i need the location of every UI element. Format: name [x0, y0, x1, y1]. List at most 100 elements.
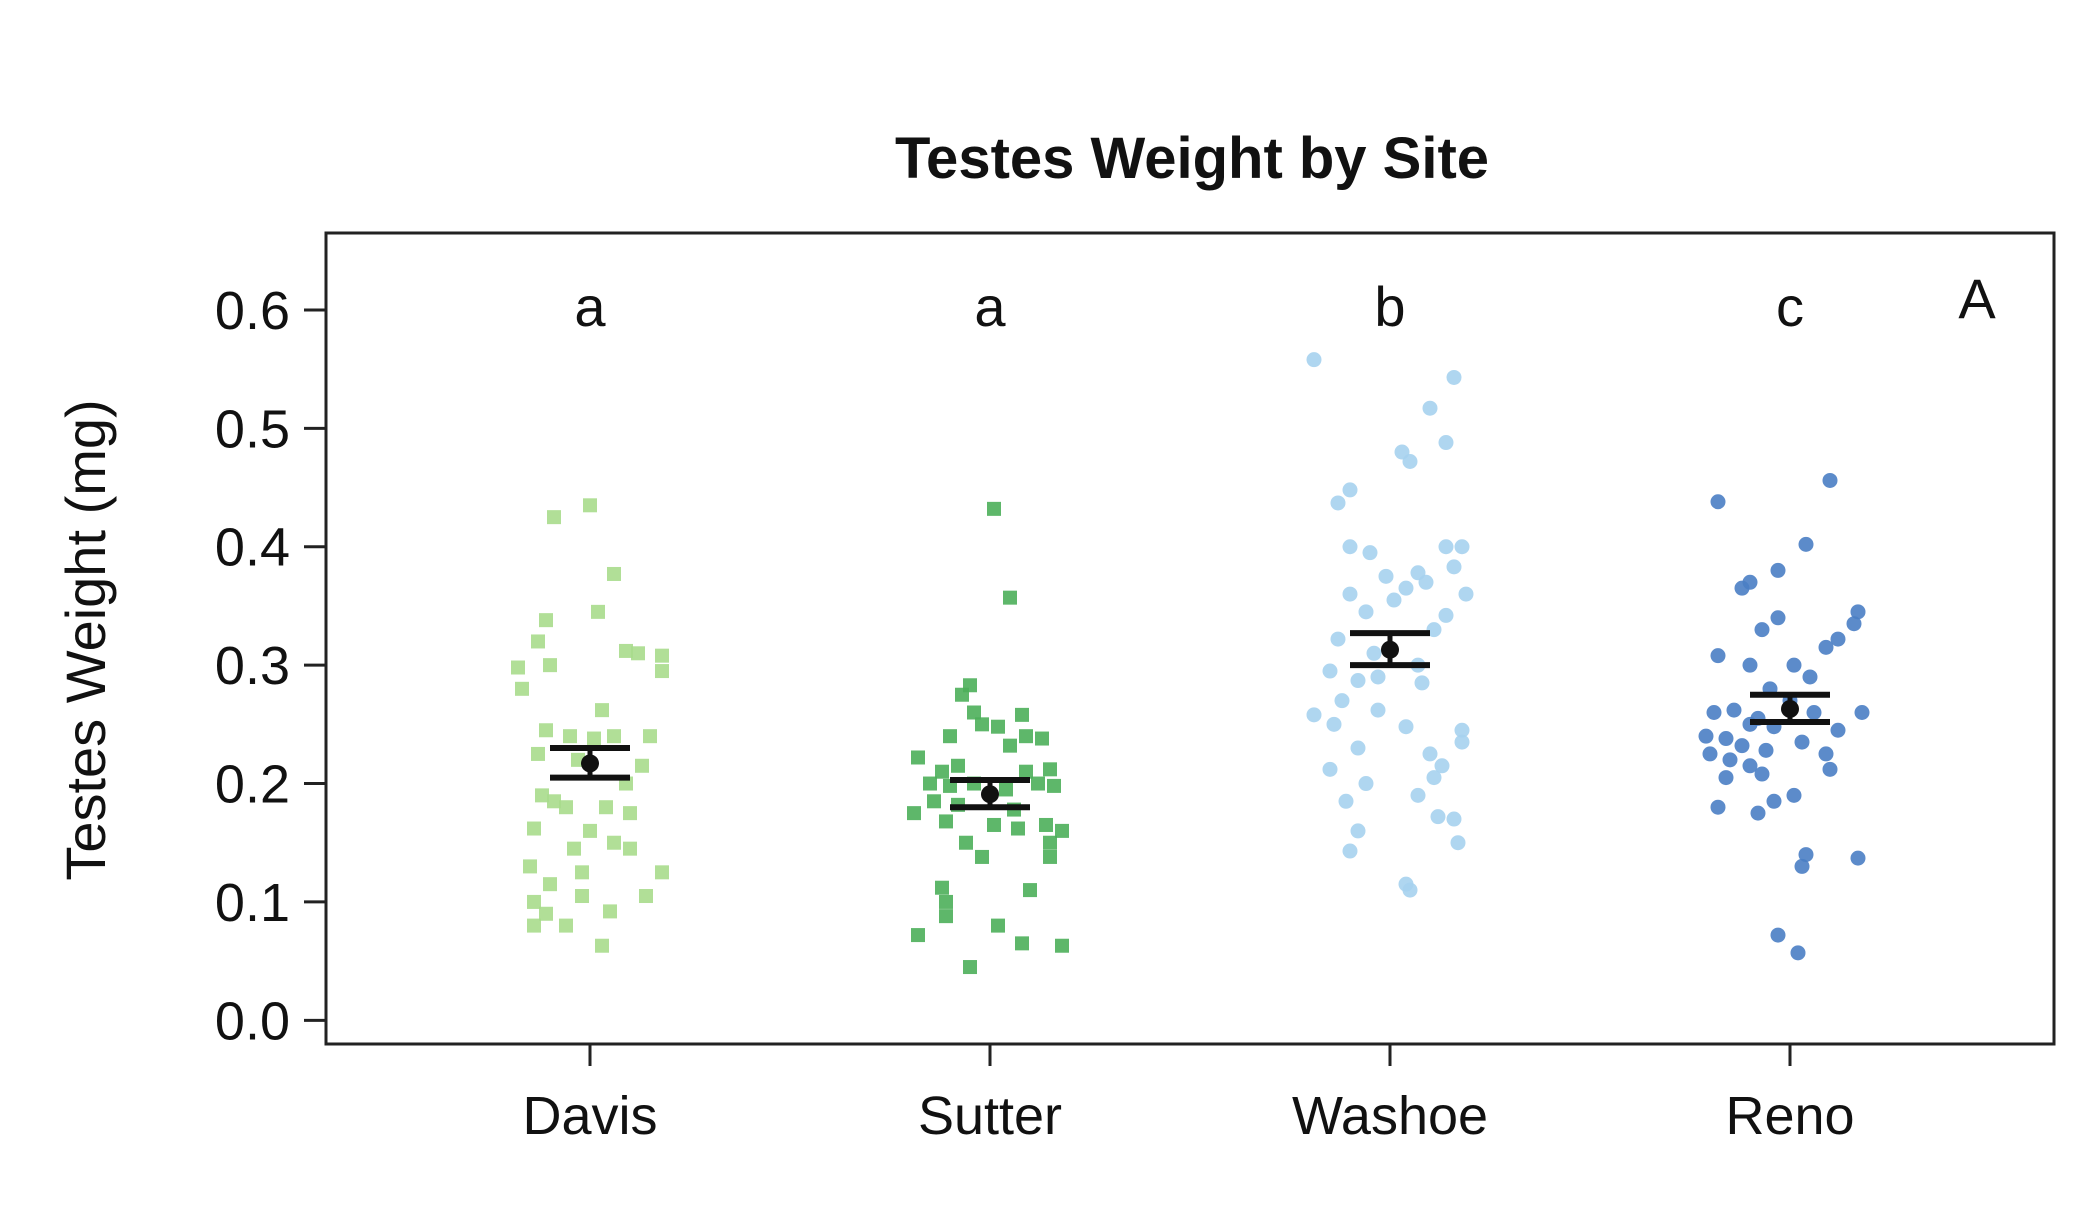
data-point	[935, 764, 949, 779]
data-point	[1035, 731, 1049, 746]
data-point	[603, 904, 617, 919]
data-point	[1438, 607, 1454, 623]
x-tick-label: Davis	[522, 1086, 657, 1146]
data-point	[1370, 702, 1386, 718]
data-point	[607, 566, 621, 581]
group-letter: b	[1374, 275, 1405, 338]
data-point	[963, 960, 977, 975]
data-point	[1718, 731, 1734, 747]
data-point	[1342, 482, 1358, 498]
data-point	[935, 880, 949, 895]
data-point	[1742, 758, 1758, 774]
data-point	[987, 817, 1001, 832]
data-point	[639, 889, 653, 904]
data-point	[1039, 817, 1053, 832]
data-point	[643, 729, 657, 744]
data-point	[607, 835, 621, 850]
mean-point	[1381, 640, 1399, 659]
data-point	[595, 938, 609, 953]
mean-point	[581, 754, 599, 773]
data-point	[547, 510, 561, 525]
data-point	[1794, 858, 1810, 874]
data-point	[1398, 580, 1414, 596]
data-point	[1370, 669, 1386, 685]
data-point	[1702, 746, 1718, 762]
data-point	[1850, 850, 1866, 866]
data-point	[1402, 882, 1418, 898]
data-point	[1350, 740, 1366, 756]
data-point	[583, 498, 597, 513]
y-tick-label: 0.1	[215, 873, 290, 933]
data-point	[1322, 761, 1338, 777]
data-point	[939, 814, 953, 829]
data-point	[939, 894, 953, 909]
data-point	[1790, 945, 1806, 961]
data-point	[1342, 539, 1358, 555]
data-point	[927, 794, 941, 809]
data-point	[1055, 823, 1069, 838]
data-point	[591, 604, 605, 619]
data-point	[959, 835, 973, 850]
data-point	[527, 894, 541, 909]
data-point	[535, 788, 549, 803]
data-point	[595, 703, 609, 718]
data-point	[1798, 536, 1814, 552]
x-tick-label: Reno	[1725, 1086, 1854, 1146]
mean-point	[981, 785, 999, 804]
data-point	[527, 918, 541, 933]
data-point	[1386, 592, 1402, 608]
data-point	[1410, 787, 1426, 803]
data-point	[559, 918, 573, 933]
data-point	[1043, 835, 1057, 850]
data-point	[1758, 742, 1774, 758]
data-point	[1710, 648, 1726, 664]
data-point	[923, 776, 937, 791]
data-point	[1043, 762, 1057, 777]
group-letter: a	[574, 275, 606, 338]
data-point	[1023, 883, 1037, 898]
data-point	[1418, 574, 1434, 590]
data-point	[1770, 927, 1786, 943]
data-point	[1438, 435, 1454, 451]
data-point	[1414, 675, 1430, 691]
data-point	[1047, 778, 1061, 793]
data-point	[559, 800, 573, 815]
data-point	[1818, 639, 1834, 655]
data-point	[1398, 719, 1414, 735]
data-point	[655, 648, 669, 663]
data-point	[1322, 663, 1338, 679]
data-point	[623, 841, 637, 856]
data-point	[1055, 938, 1069, 953]
data-point	[631, 646, 645, 661]
data-point	[1798, 847, 1814, 863]
data-point	[1306, 707, 1322, 723]
data-point	[975, 717, 989, 732]
data-point	[539, 723, 553, 738]
data-point	[1350, 823, 1366, 839]
data-point	[1854, 704, 1870, 720]
data-point	[1003, 738, 1017, 753]
data-point	[1734, 738, 1750, 754]
data-point	[1402, 454, 1418, 470]
data-point	[1438, 539, 1454, 555]
data-point	[531, 634, 545, 649]
data-point	[1454, 722, 1470, 738]
x-tick-label: Sutter	[918, 1086, 1062, 1146]
x-tick-label: Washoe	[1292, 1086, 1488, 1146]
data-point	[1043, 849, 1057, 864]
data-point	[1015, 936, 1029, 951]
data-point	[1350, 673, 1366, 689]
data-point	[911, 750, 925, 765]
data-point	[991, 719, 1005, 734]
data-point	[1450, 835, 1466, 851]
data-point	[1698, 728, 1714, 744]
data-point	[1446, 811, 1462, 827]
data-point	[515, 681, 529, 696]
y-tick-label: 0.2	[215, 755, 290, 815]
data-point	[1822, 472, 1838, 488]
plot-frame	[324, 231, 2056, 1046]
data-point	[1334, 693, 1350, 709]
data-point	[1766, 793, 1782, 809]
y-tick-label: 0.4	[215, 518, 290, 578]
data-point	[1330, 495, 1346, 511]
